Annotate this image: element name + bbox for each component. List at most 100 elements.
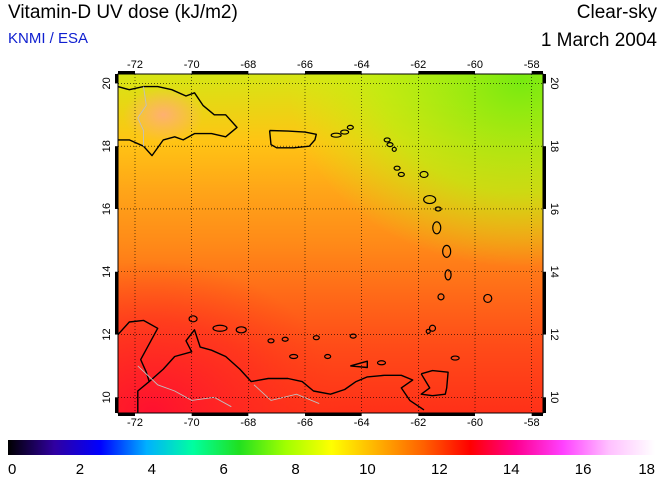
island-coast [340,129,350,135]
frame-segment [118,413,135,416]
lon-tick-label-top: -66 [297,59,313,71]
colorbar-tick-label: 18 [638,461,655,478]
island-coast [444,269,452,281]
frame-segment [305,413,362,416]
puerto-rico-coast [268,129,317,149]
frame-segment [191,413,249,416]
lon-tick-label-bottom: -66 [297,417,313,429]
island-coast [391,146,397,152]
colorbar-strip [8,440,655,455]
lat-tick-label-right: 10 [548,391,560,403]
lon-tick-label-bottom: -68 [240,417,256,429]
uv-dose-field [118,74,543,413]
colorbar-tick-label: 14 [503,461,520,478]
paraguana-coast [148,329,425,411]
colorbar-tick-label: 16 [575,461,592,478]
island-coast [289,353,299,360]
colorbar-tick-label: 2 [76,461,84,478]
coastlines [118,85,493,413]
lon-tick-label-top: -60 [467,59,483,71]
colorbar-tick-label: 10 [359,461,376,478]
lat-tick-label-left: 18 [101,140,113,152]
island-coast [383,137,391,143]
border-line [137,86,147,147]
frame-segment [115,271,118,335]
colorbar: 0 2 4 6 8 10 12 14 16 18 [8,440,655,478]
island-coast [393,165,401,171]
date-label: 1 March 2004 [540,30,657,51]
island-coast [386,142,394,148]
lat-tick-label-right: 16 [548,203,560,215]
trinidad-coast [420,369,449,397]
lon-tick-label-top: -64 [354,59,370,71]
lat-tick-label-right: 14 [548,266,560,278]
frame-segment [118,71,135,74]
island-coast [235,326,247,334]
colorbar-tick-label: 12 [431,461,448,478]
frame-segment [115,146,118,209]
frame-segment [418,71,475,74]
colorbar-tick-label: 6 [219,461,227,478]
border-line [137,365,232,408]
lon-tick-label-bottom: -60 [467,417,483,429]
field-highland [123,86,204,143]
colorbar-tick-label: 0 [8,461,16,478]
lat-tick-label-left: 16 [101,203,113,215]
frame-segment [191,71,249,74]
lon-tick-label-top: -68 [240,59,256,71]
island-coast [483,293,493,304]
frame-segment [115,74,118,84]
island-coast [432,221,442,235]
island-coast [281,336,289,342]
island-coast [450,355,460,361]
island-coast [324,353,332,360]
frame-segment [543,397,546,413]
lon-tick-label-top: -72 [127,59,143,71]
island-coast [312,335,320,341]
margarita-coast [350,360,368,369]
island-coast [434,206,442,212]
gridlines [118,74,543,413]
lon-tick-label-top: -70 [184,59,200,71]
island-coast [349,333,357,339]
lat-tick-label-left: 12 [101,328,113,340]
island-coast [428,324,437,332]
lon-tick-label-bottom: -58 [524,417,540,429]
lon-tick-label-top: -58 [524,59,540,71]
lat-tick-label-right: 20 [548,77,560,89]
lat-tick-label-left: 10 [101,391,113,403]
lat-tick-label-left: 20 [101,77,113,89]
frame-segment [531,71,543,74]
island-coast [267,338,275,344]
island-coast [330,132,342,138]
island-coast [346,124,354,130]
colorbar-tick-label: 8 [291,461,299,478]
lon-tick-label-top: -62 [410,59,426,71]
lat-tick-label-left: 14 [101,266,113,278]
frame-segment [543,146,546,209]
island-coast [425,328,431,334]
island-coast [376,360,387,366]
island-coast [442,244,452,258]
colorbar-tick-label: 4 [148,461,156,478]
frame-segment [543,74,546,84]
frame-segment [305,71,362,74]
frame-segment [531,413,543,416]
source-label: KNMI / ESA [8,30,89,47]
island-coast [419,170,429,179]
island-coast [212,324,228,332]
frame-segment [543,271,546,335]
island-coast [397,171,405,178]
lon-tick-label-bottom: -70 [184,417,200,429]
island-coast [188,315,198,323]
lon-tick-label-bottom: -72 [127,417,143,429]
lon-tick-label-bottom: -62 [410,417,426,429]
map-frame [115,71,546,416]
frame-segment [418,413,475,416]
island-coast [437,293,445,301]
island-coast [423,194,437,205]
south-america-coast [118,319,159,413]
lon-tick-label-bottom: -64 [354,417,370,429]
hispaniola-coast [118,85,238,157]
